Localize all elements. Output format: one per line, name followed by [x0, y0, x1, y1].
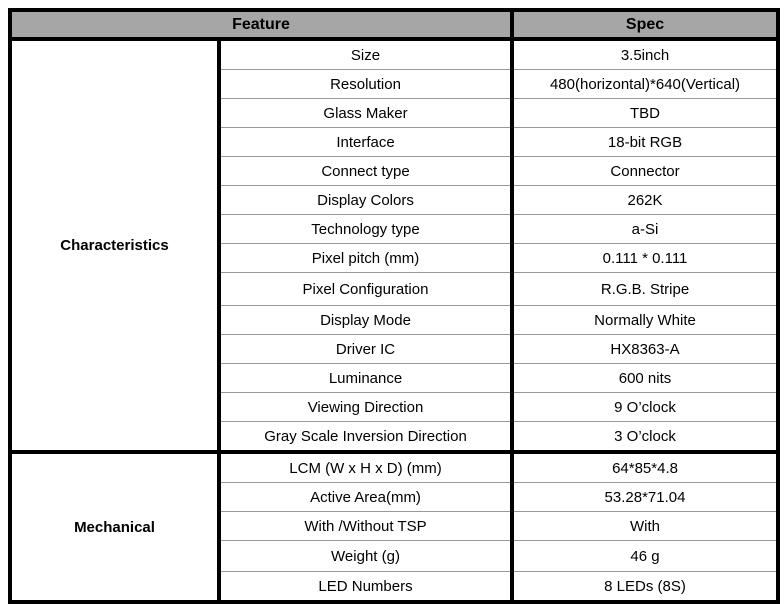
feature-cell: Display Mode: [219, 305, 513, 335]
feature-cell: Pixel Configuration: [219, 272, 513, 306]
table-row: Characteristics Size 3.5inch: [10, 39, 779, 452]
table-row: Driver IC HX8363-A: [10, 334, 779, 364]
feature-cell: Interface: [219, 127, 513, 157]
table-header: Feature Spec: [10, 10, 779, 41]
spec-cell: 262K: [510, 185, 779, 215]
feature-cell: Technology type: [219, 214, 513, 244]
table-row: Mechanical LCM (W x H x D) (mm) 64*85*4.8: [10, 450, 779, 602]
table-row: Gray Scale Inversion Direction 3 O’clock: [10, 421, 779, 452]
spec-cell: 3 O’clock: [510, 421, 779, 452]
spec-cell: 600 nits: [510, 363, 779, 393]
feature-cell: Luminance: [219, 363, 513, 393]
spec-column-header: Spec: [510, 10, 779, 41]
spec-cell: a-Si: [510, 214, 779, 244]
spec-cell: 3.5inch: [510, 39, 779, 70]
feature-cell: Weight (g): [219, 540, 513, 572]
spec-cell: Normally White: [510, 305, 779, 335]
table-row: Interface 18-bit RGB: [10, 127, 779, 157]
spec-cell: 64*85*4.8: [510, 450, 779, 483]
table-row: Pixel Configuration R.G.B. Stripe: [10, 272, 779, 306]
feature-cell: With /Without TSP: [219, 511, 513, 541]
feature-cell: Pixel pitch (mm): [219, 243, 513, 273]
feature-cell: LED Numbers: [219, 571, 513, 602]
table-row: Pixel pitch (mm) 0.111 * 0.111: [10, 243, 779, 273]
feature-cell: Driver IC: [219, 334, 513, 364]
spec-cell: TBD: [510, 98, 779, 128]
table-row: Viewing Direction 9 O’clock: [10, 392, 779, 422]
feature-cell: Size: [350, 46, 381, 64]
feature-cell: Viewing Direction: [219, 392, 513, 422]
header-row: Feature Spec: [10, 10, 779, 41]
feature-column-header: Feature: [10, 10, 513, 41]
spec-cell: Connector: [510, 156, 779, 186]
table-row: Display Colors 262K: [10, 185, 779, 215]
table-row: Display Mode Normally White: [10, 305, 779, 335]
table-row: With /Without TSP With: [10, 511, 779, 541]
category-cell: Characteristics: [10, 39, 221, 452]
feature-cell: Connect type: [219, 156, 513, 186]
spec-cell: 9 O’clock: [510, 392, 779, 422]
feature-cell: Glass Maker: [219, 98, 513, 128]
spec-cell: 8 LEDs (8S): [510, 571, 779, 602]
table-row: Resolution 480(horizontal)*640(Vertical): [10, 69, 779, 99]
table-row: Glass Maker TBD: [10, 98, 779, 128]
spec-cell: With: [510, 511, 779, 541]
feature-cell: LCM (W x H x D) (mm): [219, 450, 513, 483]
spec-cell: 18-bit RGB: [510, 127, 779, 157]
table-row: Connect type Connector: [10, 156, 779, 186]
table-row: Luminance 600 nits: [10, 363, 779, 393]
table-row: Technology type a-Si: [10, 214, 779, 244]
page: Feature Spec Characteristics Size 3.5inch R…: [8, 8, 781, 604]
table-row: Active Area(mm) 53.28*71.04: [10, 482, 779, 512]
section-mechanical: Mechanical LCM (W x H x D) (mm) 64*85*4.8 A…: [10, 450, 779, 602]
spec-cell: 46 g: [510, 540, 779, 572]
spec-cell: 480(horizontal)*640(Vertical): [510, 69, 779, 99]
spec-cell: HX8363-A: [510, 334, 779, 364]
section-characteristics: Characteristics Size 3.5inch Resolution 480(…: [10, 39, 779, 452]
feature-cell: Display Colors: [219, 185, 513, 215]
feature-cell: Resolution: [219, 69, 513, 99]
spec-cell: R.G.B. Stripe: [510, 272, 779, 306]
feature-cell: Active Area(mm): [219, 482, 513, 512]
spec-table: Feature Spec Characteristics Size 3.5inch R…: [8, 8, 781, 604]
category-cell: Mechanical: [10, 450, 221, 602]
spec-cell: 0.111 * 0.111: [510, 243, 779, 273]
feature-cell: Gray Scale Inversion Direction: [219, 421, 513, 452]
spec-cell: 53.28*71.04: [510, 482, 779, 512]
